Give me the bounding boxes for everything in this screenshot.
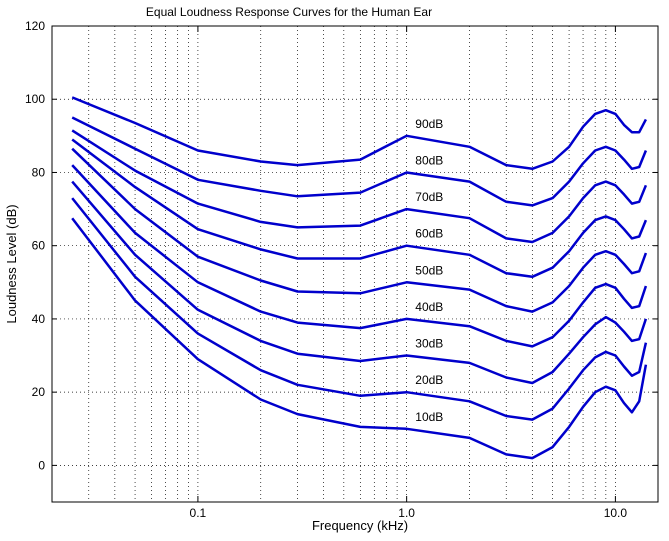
curve-80dB (71, 116, 648, 207)
x-tick-label: 1.0 (398, 506, 415, 520)
y-tick-label: 80 (32, 165, 46, 179)
y-tick-label: 60 (32, 239, 46, 253)
curves (71, 96, 648, 460)
curve-label-40dB: 40dB (415, 300, 443, 314)
x-tick-label: 10.0 (604, 506, 628, 520)
curve-10dB (71, 217, 648, 460)
curve-30dB (71, 180, 648, 385)
curve-label-20dB: 20dB (415, 373, 443, 387)
curve-50dB (71, 147, 648, 313)
y-tick-label: 20 (32, 385, 46, 399)
y-tick-label: 0 (38, 458, 45, 472)
curve-90dB (71, 96, 648, 171)
curve-60dB (71, 138, 648, 279)
plot-frame (51, 25, 659, 503)
curve-20dB (71, 197, 648, 421)
y-tick-label: 100 (25, 92, 45, 106)
curve-labels: 10dB 20dB 30dB 40dB 50dB 60dB 70dB 80dB 90dB (415, 117, 443, 424)
curve-label-50dB: 50dB (415, 263, 443, 277)
y-tick-label: 120 (25, 19, 45, 33)
axis-ticks: 0 20 40 60 80 100 120 0.1 1.0 10.0 (25, 19, 658, 520)
y-tick-label: 40 (32, 312, 46, 326)
y-axis-label: Loudness Level (dB) (4, 204, 19, 323)
x-axis-label: Frequency (kHz) (312, 518, 408, 533)
curve-label-90dB: 90dB (415, 117, 443, 131)
curve-70dB (71, 129, 648, 244)
curve-label-70dB: 70dB (415, 190, 443, 204)
curve-label-60dB: 60dB (415, 227, 443, 241)
x-tick-label: 0.1 (190, 506, 207, 520)
curve-40dB (71, 164, 648, 348)
curve-label-30dB: 30dB (415, 337, 443, 351)
curve-label-80dB: 80dB (415, 153, 443, 167)
curve-label-10dB: 10dB (415, 410, 443, 424)
chart-title: Equal Loudness Response Curves for the H… (146, 5, 432, 19)
